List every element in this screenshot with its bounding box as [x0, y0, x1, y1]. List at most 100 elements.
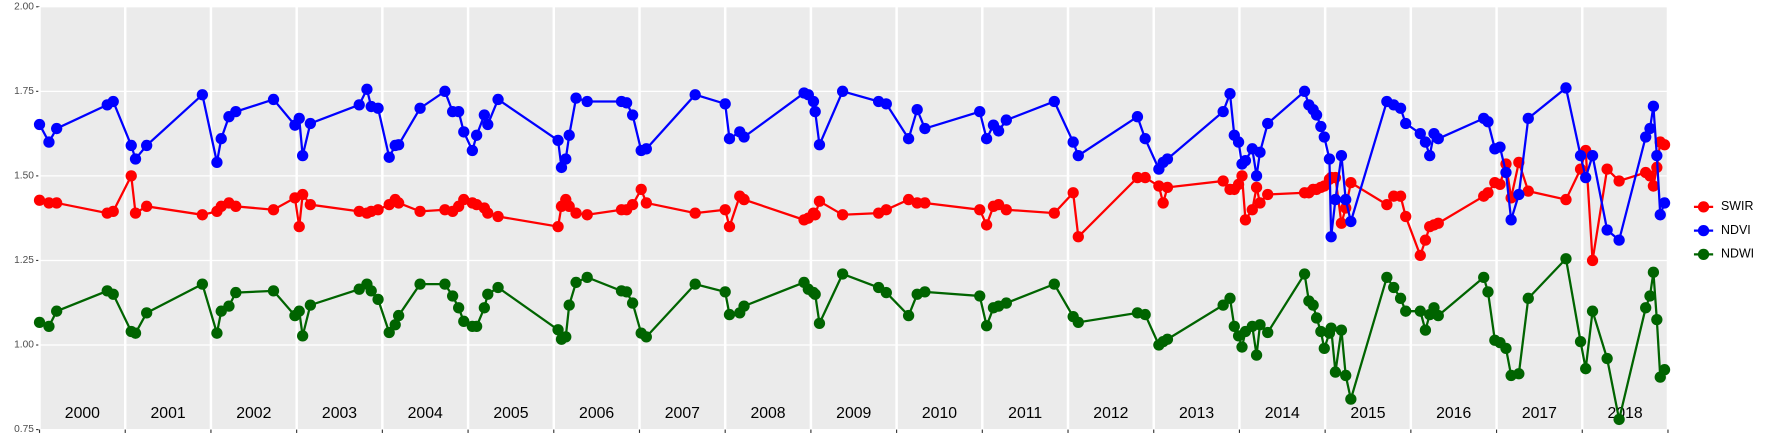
data-point — [809, 105, 821, 118]
data-point — [1482, 286, 1494, 298]
data-point — [293, 220, 305, 233]
data-point — [836, 85, 849, 97]
data-point — [293, 112, 305, 125]
data-point — [563, 299, 575, 311]
data-point — [626, 109, 639, 121]
data-point — [1414, 127, 1426, 140]
year-label: 2015 — [1350, 405, 1385, 422]
year-label: 2018 — [1608, 405, 1643, 422]
data-point — [1254, 319, 1266, 331]
data-point — [1335, 217, 1348, 229]
y-tick-label: 1.75 — [14, 86, 34, 97]
data-point — [414, 205, 426, 218]
data-point — [1586, 149, 1599, 162]
data-point — [1601, 224, 1613, 236]
data-point — [33, 194, 46, 206]
data-point — [1254, 146, 1266, 158]
data-point — [297, 188, 309, 201]
data-point — [1340, 193, 1352, 206]
data-point — [1388, 281, 1400, 294]
data-point — [1345, 393, 1357, 405]
data-point — [1217, 175, 1229, 187]
data-point — [738, 300, 750, 312]
data-point — [919, 286, 931, 298]
year-label: 2012 — [1093, 405, 1128, 422]
data-point — [196, 209, 209, 221]
data-point — [1153, 180, 1165, 192]
data-point — [1072, 149, 1084, 162]
data-point — [880, 204, 892, 216]
data-point — [452, 105, 465, 118]
data-point — [570, 92, 582, 104]
data-point — [1651, 149, 1663, 162]
data-point — [1161, 333, 1174, 345]
data-point — [353, 99, 365, 111]
data-point — [1048, 207, 1060, 219]
year-label: 2003 — [322, 405, 357, 422]
data-point — [1394, 190, 1407, 202]
data-point — [1298, 85, 1311, 97]
legend-marker — [1697, 224, 1710, 237]
data-point — [1644, 290, 1656, 302]
data-point — [992, 125, 1005, 137]
data-point — [1644, 170, 1656, 182]
data-point — [1613, 175, 1625, 187]
data-point — [482, 207, 494, 219]
data-point — [1236, 170, 1248, 182]
data-point — [223, 300, 235, 312]
data-point — [1640, 302, 1652, 314]
data-point — [1262, 188, 1274, 201]
year-label: 2009 — [836, 405, 871, 422]
data-point — [1494, 141, 1506, 153]
data-point — [911, 197, 923, 209]
data-point — [1513, 188, 1525, 201]
data-point — [1315, 325, 1327, 338]
data-point — [1381, 271, 1393, 284]
data-point — [1500, 166, 1512, 179]
data-point — [1658, 364, 1671, 376]
data-point — [813, 317, 826, 330]
data-point — [1250, 170, 1263, 182]
data-point — [196, 89, 209, 101]
data-point — [304, 198, 317, 211]
data-point — [125, 139, 137, 152]
data-point — [1325, 322, 1337, 334]
data-point — [1345, 215, 1357, 228]
data-point — [1067, 187, 1079, 199]
data-point — [1432, 309, 1444, 322]
data-point — [1310, 109, 1323, 121]
data-point — [1522, 185, 1534, 197]
data-point — [392, 309, 405, 322]
data-point — [372, 293, 384, 306]
data-point — [1414, 249, 1426, 262]
data-point — [719, 204, 731, 216]
data-point — [1000, 297, 1012, 309]
data-point — [1432, 217, 1444, 229]
data-point — [626, 198, 639, 211]
data-point — [1574, 335, 1587, 348]
data-point — [1228, 320, 1240, 333]
data-point — [470, 320, 483, 333]
data-point — [1246, 204, 1258, 216]
data-point — [230, 286, 242, 299]
data-point — [1329, 193, 1342, 206]
data-point — [1340, 369, 1352, 382]
data-point — [1586, 305, 1599, 317]
data-point — [560, 331, 572, 343]
data-point — [1414, 305, 1426, 317]
data-point — [1067, 136, 1079, 148]
data-point — [1494, 178, 1506, 191]
data-point — [1250, 181, 1263, 194]
year-label: 2010 — [922, 405, 957, 422]
year-label: 2007 — [665, 405, 700, 422]
data-point — [807, 95, 820, 108]
year-label: 2005 — [493, 405, 528, 422]
data-point — [560, 153, 572, 165]
data-point — [43, 197, 55, 209]
data-point — [1000, 114, 1012, 126]
data-point — [1522, 292, 1534, 304]
data-point — [267, 204, 280, 216]
data-point — [1400, 305, 1412, 317]
data-point — [392, 197, 405, 209]
data-point — [389, 319, 401, 331]
